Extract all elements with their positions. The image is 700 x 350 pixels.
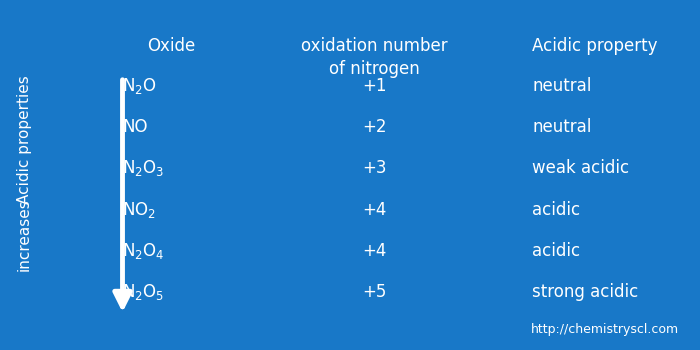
- Text: N$_2$O$_5$: N$_2$O$_5$: [122, 282, 164, 302]
- Text: Oxide: Oxide: [148, 37, 195, 55]
- Text: increases: increases: [17, 198, 32, 271]
- Text: http://chemistryscl.com: http://chemistryscl.com: [531, 323, 679, 336]
- Text: +4: +4: [363, 242, 386, 260]
- Text: oxidation number
of nitrogen: oxidation number of nitrogen: [301, 37, 448, 78]
- Text: N$_2$O: N$_2$O: [122, 76, 157, 96]
- Text: NO: NO: [122, 118, 148, 136]
- Text: +4: +4: [363, 201, 386, 219]
- Text: +5: +5: [363, 283, 386, 301]
- Text: Acidic properties: Acidic properties: [17, 76, 32, 204]
- Text: NO$_2$: NO$_2$: [122, 199, 156, 220]
- Text: Acidic property: Acidic property: [532, 37, 657, 55]
- Text: weak acidic: weak acidic: [532, 159, 629, 177]
- Text: neutral: neutral: [532, 118, 592, 136]
- Text: strong acidic: strong acidic: [532, 283, 638, 301]
- Text: N$_2$O$_4$: N$_2$O$_4$: [122, 241, 165, 261]
- Text: +2: +2: [363, 118, 386, 136]
- Text: N$_2$O$_3$: N$_2$O$_3$: [122, 158, 164, 178]
- Text: neutral: neutral: [532, 77, 592, 95]
- Text: acidic: acidic: [532, 242, 580, 260]
- Text: +1: +1: [363, 77, 386, 95]
- Text: acidic: acidic: [532, 201, 580, 219]
- Text: +3: +3: [363, 159, 386, 177]
